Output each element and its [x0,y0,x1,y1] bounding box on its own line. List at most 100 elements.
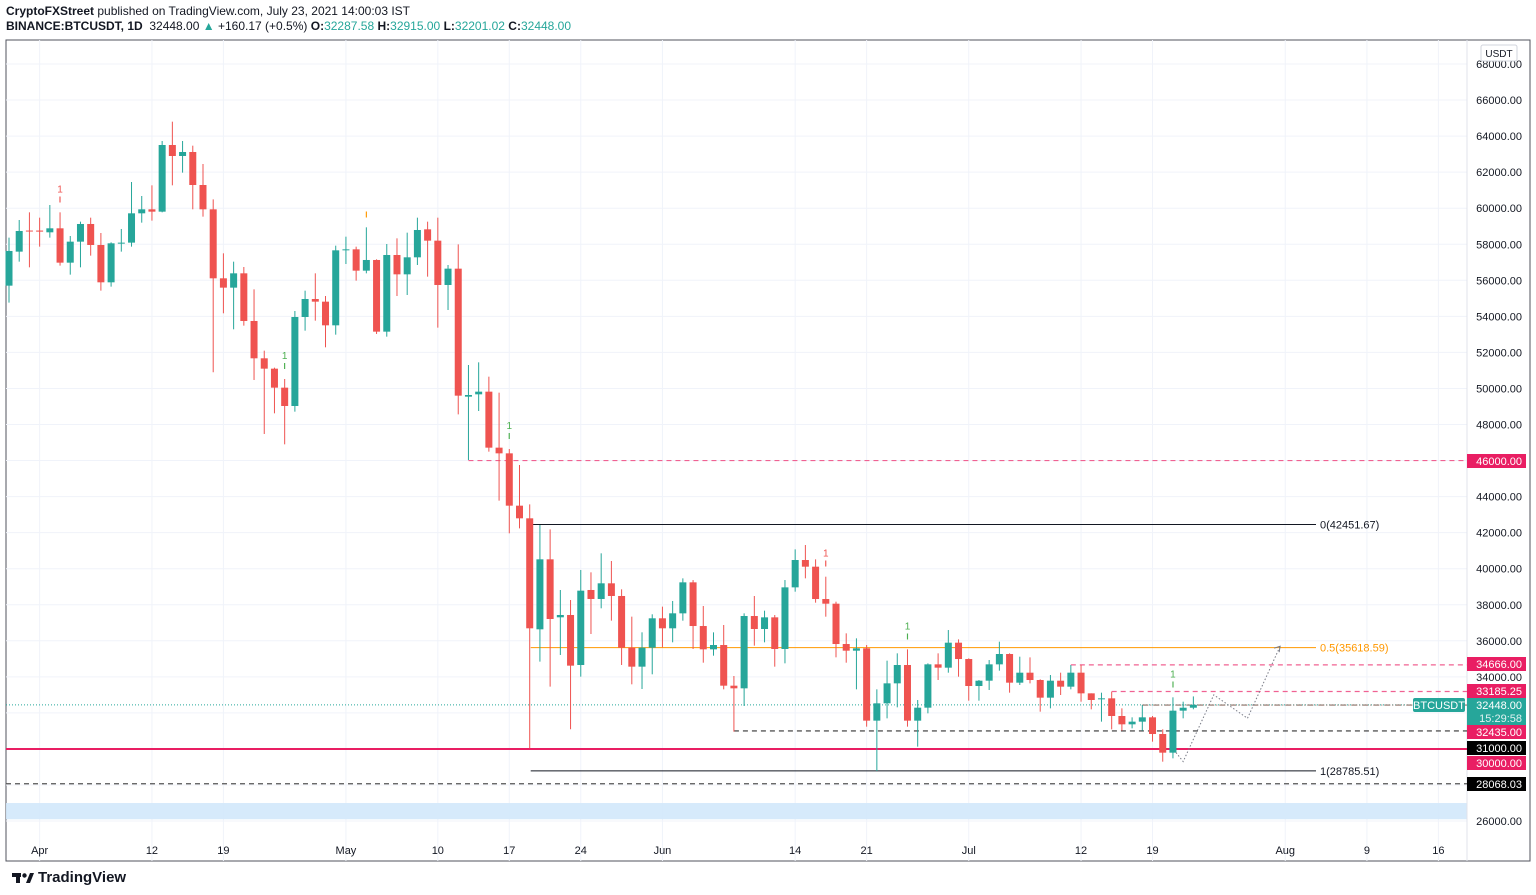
candle-body-down[interactable] [352,249,360,271]
candle-body-down[interactable] [516,505,523,519]
candle-body-up[interactable] [5,250,13,286]
candle-body-down[interactable] [1077,672,1085,694]
candle-body-up[interactable] [158,145,166,212]
candle-body-up[interactable] [1097,698,1105,700]
candle-body-up[interactable] [1179,707,1187,711]
candle-body-down[interactable] [1108,698,1116,717]
candle-body-up[interactable] [924,664,932,708]
candle-body-up[interactable] [536,559,544,630]
candle-body-down[interactable] [1006,654,1014,683]
candle-body-down[interactable] [373,259,381,332]
candle-body-up[interactable] [15,230,23,252]
candle-body-up[interactable] [556,614,564,618]
candle-body-up[interactable] [301,298,309,317]
projection-path[interactable] [1175,646,1281,763]
candle-body-down[interactable] [965,659,973,687]
candle-body-down[interactable] [1057,680,1065,687]
candle-body-up[interactable] [1189,704,1197,708]
candle-body-up[interactable] [791,560,799,588]
candle-body-up[interactable] [638,647,646,667]
candle-body-down[interactable] [148,209,156,212]
candle-body-up[interactable] [1067,672,1075,687]
candle-body-up[interactable] [76,223,84,242]
candle-body-up[interactable] [128,213,136,243]
candle-body-up[interactable] [852,648,860,651]
candle-body-up[interactable] [873,703,881,721]
candle-body-up[interactable] [413,229,421,258]
candle-body-up[interactable] [230,273,238,288]
candle-body-down[interactable] [526,518,534,629]
candle-body-down[interactable] [822,599,830,604]
candle-body-up[interactable] [383,254,391,332]
candle-body-down[interactable] [730,685,738,689]
candle-body-up[interactable] [679,582,687,614]
candle-body-down[interactable] [495,447,503,454]
candle-body-down[interactable] [801,560,809,567]
candle-body-down[interactable] [505,453,513,506]
candle-body-up[interactable] [740,616,748,689]
candle-body-down[interactable] [209,209,217,279]
candle-body-down[interactable] [424,229,432,241]
candle-body-down[interactable] [56,228,64,263]
candle-body-down[interactable] [199,185,207,210]
candle-body-down[interactable] [1036,680,1044,698]
candle-body-up[interactable] [648,618,656,648]
candle-body-up[interactable] [781,587,789,650]
candle-body-up[interactable] [107,243,115,283]
candle-body-down[interactable] [658,618,666,629]
candle-body-down[interactable] [689,582,697,627]
candle-body-up[interactable] [464,394,472,397]
candle-body-down[interactable] [434,240,442,285]
candle-body-down[interactable] [87,223,95,245]
candle-body-down[interactable] [189,151,197,186]
candle-body-up[interactable] [291,316,299,406]
author[interactable]: CryptoFXStreet [6,4,95,18]
candle-body-down[interactable] [934,664,942,668]
candle-body-up[interactable] [138,209,146,214]
candle-body-down[interactable] [393,254,401,275]
candle-body-up[interactable] [669,613,677,629]
candle-body-down[interactable] [832,603,840,645]
candle-body-down[interactable] [628,647,636,667]
candle-body-down[interactable] [812,566,820,600]
candle-body-up[interactable] [117,242,125,244]
candle-body-down[interactable] [260,358,268,369]
candle-body-down[interactable] [618,595,626,648]
candle-body-down[interactable] [270,368,278,388]
candle-body-down[interactable] [168,145,176,156]
candle-body-up[interactable] [403,257,411,275]
candle-body-down[interactable] [720,645,728,686]
candle-body-up[interactable] [577,590,585,665]
candle-body-down[interactable] [281,387,289,406]
candle-body-up[interactable] [66,241,74,263]
candle-body-down[interactable] [1118,716,1126,725]
candle-body-down[interactable] [699,626,707,650]
candle-body-up[interactable] [362,259,370,271]
candle-body-down[interactable] [97,244,105,283]
candle-body-up[interactable] [1046,680,1054,698]
candle-body-down[interactable] [842,644,850,651]
candle-body-down[interactable] [1159,734,1167,753]
candle-body-up[interactable] [995,654,1003,665]
candle-body-down[interactable] [250,320,258,359]
candle-body-down[interactable] [311,298,319,302]
candle-body-up[interactable] [444,268,452,285]
candle-body-down[interactable] [955,642,963,660]
candle-body-down[interactable] [454,268,462,396]
candle-body-down[interactable] [863,648,871,721]
candle-body-up[interactable] [1138,717,1146,722]
candle-body-down[interactable] [1026,672,1034,681]
candle-body-down[interactable] [903,665,911,721]
candle-body-up[interactable] [914,707,922,721]
candle-body-down[interactable] [219,278,227,288]
candle-body-up[interactable] [1169,710,1177,753]
candle-body-down[interactable] [771,617,779,650]
candle-body-down[interactable] [485,391,493,448]
candle-body-down[interactable] [322,301,330,326]
candle-body-up[interactable] [332,250,340,326]
candle-body-up[interactable] [1128,721,1136,725]
candle-body-down[interactable] [36,230,44,232]
candle-body-down[interactable] [25,230,33,232]
candle-body-down[interactable] [750,616,758,630]
candle-body-down[interactable] [567,614,575,666]
